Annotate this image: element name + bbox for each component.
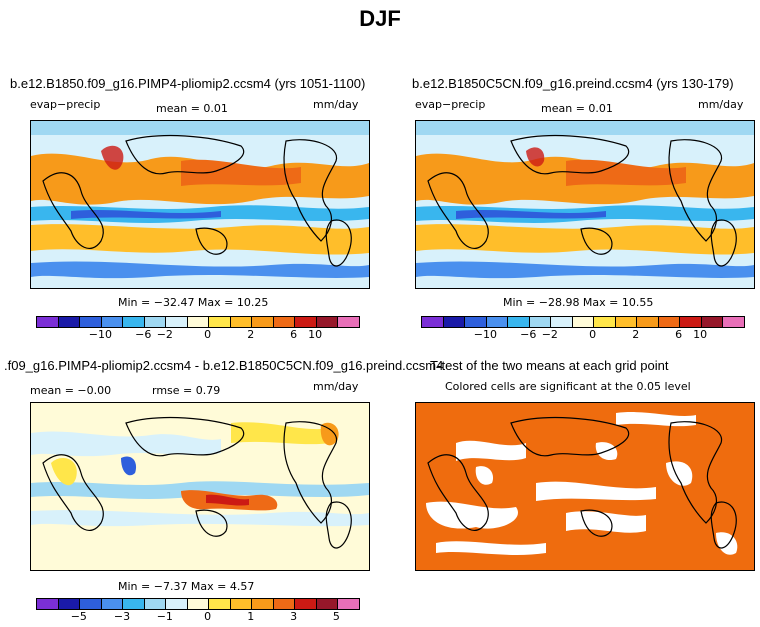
colorbar-swatch bbox=[508, 317, 530, 327]
colorbar-swatch bbox=[529, 317, 552, 327]
panel1-title: b.e12.B1850.f09_g16.PIMP4-pliomip2.ccsm4… bbox=[10, 76, 366, 91]
colorbar-swatch bbox=[572, 317, 595, 327]
colorbar-swatch bbox=[58, 599, 81, 609]
panel3-tick-6: 5 bbox=[332, 610, 340, 623]
panel1-map-field bbox=[31, 121, 369, 288]
panel3-title: .f09_g16.PIMP4-pliomip2.ccsm4 - b.e12.B1… bbox=[4, 358, 444, 373]
colorbar-swatch bbox=[166, 599, 188, 609]
panel1-map bbox=[30, 120, 370, 289]
colorbar-swatch bbox=[209, 599, 231, 609]
colorbar-swatch bbox=[80, 599, 102, 609]
colorbar-swatch bbox=[252, 599, 274, 609]
panel2-tick-0: −10 bbox=[473, 328, 497, 341]
colorbar-swatch bbox=[209, 317, 231, 327]
panel3-minmax: Min = −7.37 Max = 4.57 bbox=[118, 580, 255, 593]
colorbar-swatch bbox=[37, 599, 59, 609]
panel3-map bbox=[30, 402, 370, 571]
panel2-minmax: Min = −28.98 Max = 10.55 bbox=[503, 296, 654, 309]
panel3-colorbar bbox=[36, 598, 360, 610]
panel3-tick-5: 3 bbox=[290, 610, 298, 623]
panel2-map-field bbox=[416, 121, 754, 288]
colorbar-swatch bbox=[637, 317, 659, 327]
panel3-tick-4: 1 bbox=[247, 610, 255, 623]
colorbar-swatch bbox=[252, 317, 274, 327]
panel1-tick-3: 0 bbox=[204, 328, 212, 341]
colorbar-swatch bbox=[486, 317, 509, 327]
panel2-mean: mean = 0.01 bbox=[541, 102, 613, 115]
colorbar-swatch bbox=[37, 317, 59, 327]
colorbar-swatch bbox=[80, 317, 102, 327]
colorbar-swatch bbox=[230, 599, 253, 609]
panel1-tick-1: −6 bbox=[135, 328, 152, 341]
colorbar-swatch bbox=[273, 317, 296, 327]
colorbar-swatch bbox=[273, 599, 296, 609]
panel1-tick-5: 6 bbox=[290, 328, 298, 341]
colorbar-swatch bbox=[101, 599, 124, 609]
colorbar-swatch bbox=[58, 317, 81, 327]
colorbar-swatch bbox=[166, 317, 188, 327]
colorbar-swatch bbox=[615, 317, 638, 327]
panel2-tick-3: 0 bbox=[589, 328, 597, 341]
panel1-variable: evap−precip bbox=[30, 98, 101, 111]
panel2-tick-2: −2 bbox=[541, 328, 558, 341]
panel1-colorbar-ticks: −10 −6 −2 0 2 6 10 bbox=[36, 328, 358, 342]
colorbar-swatch bbox=[680, 317, 702, 327]
colorbar-swatch bbox=[316, 599, 339, 609]
panel4-subtitle: Colored cells are significant at the 0.0… bbox=[445, 380, 691, 393]
panel1-tick-4: 2 bbox=[247, 328, 255, 341]
panel1-tick-6: 10 bbox=[308, 328, 323, 341]
panel1-minmax: Min = −32.47 Max = 10.25 bbox=[118, 296, 269, 309]
panel3-tick-3: 0 bbox=[204, 610, 212, 623]
panel2-variable: evap−precip bbox=[415, 98, 486, 111]
panel1-tick-2: −2 bbox=[156, 328, 173, 341]
colorbar-swatch bbox=[422, 317, 444, 327]
panel1-tick-0: −10 bbox=[88, 328, 112, 341]
colorbar-swatch bbox=[101, 317, 124, 327]
colorbar-swatch bbox=[701, 317, 724, 327]
panel3-tick-2: −1 bbox=[156, 610, 173, 623]
colorbar-swatch bbox=[338, 317, 359, 327]
panel1-units: mm/day bbox=[313, 98, 359, 111]
panel3-mean: mean = −0.00 bbox=[30, 384, 112, 397]
colorbar-swatch bbox=[551, 317, 573, 327]
panel2-tick-1: −6 bbox=[520, 328, 537, 341]
panel2-title: b.e12.B1850C5CN.f09_g16.preind.ccsm4 (yr… bbox=[412, 76, 734, 91]
panel2-tick-4: 2 bbox=[632, 328, 640, 341]
panel3-map-field bbox=[31, 403, 369, 570]
panel3-units: mm/day bbox=[313, 380, 359, 393]
colorbar-swatch bbox=[230, 317, 253, 327]
colorbar-swatch bbox=[658, 317, 681, 327]
panel2-colorbar bbox=[421, 316, 745, 328]
colorbar-swatch bbox=[723, 317, 744, 327]
panel3-colorbar-ticks: −5 −3 −1 0 1 3 5 bbox=[36, 610, 358, 624]
colorbar-swatch bbox=[443, 317, 466, 327]
colorbar-swatch bbox=[187, 317, 210, 327]
panel3-tick-1: −3 bbox=[113, 610, 131, 623]
panel4-title: T-test of the two means at each grid poi… bbox=[430, 358, 669, 373]
panel3-tick-0: −5 bbox=[70, 610, 87, 623]
panel2-colorbar-ticks: −10 −6 −2 0 2 6 10 bbox=[421, 328, 743, 342]
colorbar-swatch bbox=[123, 317, 145, 327]
panel4-map bbox=[415, 402, 755, 571]
panel2-tick-6: 10 bbox=[693, 328, 708, 341]
colorbar-swatch bbox=[295, 317, 317, 327]
figure-title: DJF bbox=[359, 6, 401, 31]
panel1-mean: mean = 0.01 bbox=[156, 102, 228, 115]
colorbar-swatch bbox=[594, 317, 616, 327]
colorbar-swatch bbox=[187, 599, 210, 609]
colorbar-swatch bbox=[295, 599, 317, 609]
colorbar-swatch bbox=[338, 599, 359, 609]
panel2-tick-5: 6 bbox=[675, 328, 683, 341]
colorbar-swatch bbox=[144, 317, 167, 327]
colorbar-swatch bbox=[465, 317, 487, 327]
colorbar-swatch bbox=[144, 599, 167, 609]
panel3-rmse: rmse = 0.79 bbox=[152, 384, 221, 397]
panel1-colorbar bbox=[36, 316, 360, 328]
colorbar-swatch bbox=[123, 599, 145, 609]
panel4-map-field bbox=[416, 403, 754, 570]
panel2-units: mm/day bbox=[698, 98, 744, 111]
panel2-map bbox=[415, 120, 755, 289]
colorbar-swatch bbox=[316, 317, 339, 327]
